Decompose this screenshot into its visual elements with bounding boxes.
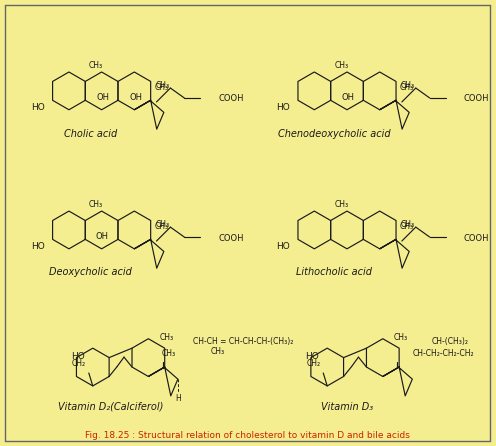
Text: Vitamin D₃: Vitamin D₃ [321, 402, 373, 412]
Text: Fig. 18.25 : Structural relation of cholesterol to vitamin D and bile acids: Fig. 18.25 : Structural relation of chol… [85, 431, 410, 440]
Text: CH₃: CH₃ [160, 333, 174, 342]
Text: HO: HO [31, 103, 45, 112]
Text: H: H [175, 395, 181, 404]
Text: Lithocholic acid: Lithocholic acid [296, 267, 372, 277]
Text: CH₂: CH₂ [72, 359, 86, 368]
Text: CH₃: CH₃ [400, 83, 414, 92]
Text: OH: OH [130, 93, 143, 102]
Text: CH₃: CH₃ [89, 200, 103, 209]
Text: CH₃: CH₃ [210, 347, 225, 355]
Text: CH₃: CH₃ [400, 223, 414, 231]
Text: COOH: COOH [463, 234, 489, 243]
Text: CH₃: CH₃ [89, 61, 103, 70]
Text: CH₃: CH₃ [155, 83, 169, 92]
Text: Chenodeoxycholic acid: Chenodeoxycholic acid [278, 128, 390, 139]
Text: CH₃: CH₃ [394, 333, 408, 342]
Text: HO: HO [71, 351, 85, 361]
Text: CH₃: CH₃ [162, 349, 176, 358]
Text: CH-CH₂-CH₂-CH₂: CH-CH₂-CH₂-CH₂ [412, 349, 474, 358]
Text: HO: HO [276, 242, 290, 251]
Text: Deoxycholic acid: Deoxycholic acid [50, 267, 132, 277]
Text: CH₃: CH₃ [401, 220, 415, 229]
Text: Cholic acid: Cholic acid [64, 128, 118, 139]
Text: CH₂: CH₂ [306, 359, 320, 368]
Text: HO: HO [276, 103, 290, 112]
Text: Vitamin D₂(Calciferol): Vitamin D₂(Calciferol) [58, 402, 163, 412]
Text: CH₃: CH₃ [155, 223, 169, 231]
Text: COOH: COOH [218, 234, 244, 243]
Text: CH₃: CH₃ [334, 200, 348, 209]
Text: CH₃: CH₃ [155, 81, 170, 90]
Text: OH: OH [341, 93, 355, 102]
Text: CH₃: CH₃ [155, 220, 170, 229]
Text: COOH: COOH [463, 95, 489, 103]
Text: CH₃: CH₃ [401, 81, 415, 90]
Text: OH: OH [95, 232, 108, 241]
Text: HO: HO [31, 242, 45, 251]
Text: CH-CH = CH-CH-CH-(CH₃)₂: CH-CH = CH-CH-CH-(CH₃)₂ [192, 337, 293, 346]
Text: COOH: COOH [218, 95, 244, 103]
Text: OH: OH [96, 93, 109, 102]
Text: CH₃: CH₃ [334, 61, 348, 70]
Text: CH-(CH₃)₂: CH-(CH₃)₂ [432, 337, 469, 346]
Text: HO: HO [306, 351, 319, 361]
